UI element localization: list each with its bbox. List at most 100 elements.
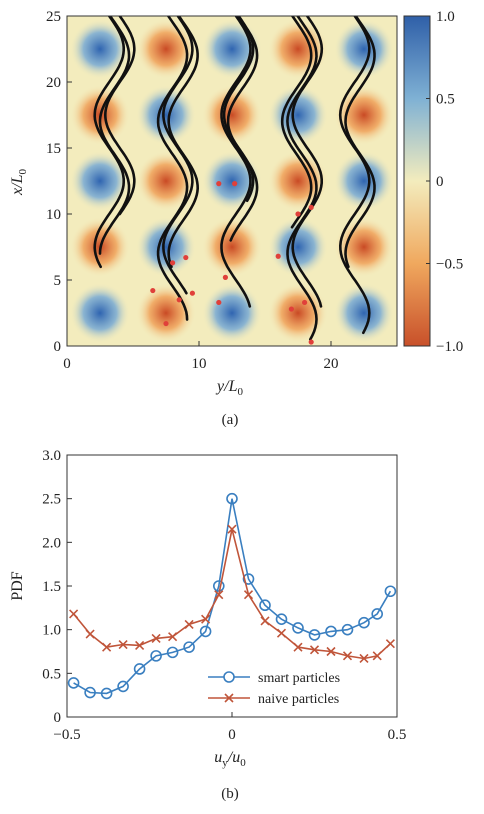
point-naive <box>214 590 224 600</box>
point-naive <box>102 642 112 652</box>
colorbar-tick-label: 0.5 <box>436 92 455 108</box>
trajectory-line <box>338 16 371 335</box>
y-tick-label: 20 <box>46 75 61 91</box>
trajectory-endpoint <box>189 290 195 296</box>
trajectory-line <box>226 16 259 242</box>
point-smart <box>325 625 337 638</box>
vortex-positive <box>136 0 196 13</box>
pdf-x-ticks: −0.5 0 0.5 <box>53 712 406 743</box>
point-smart <box>259 599 271 612</box>
point-smart <box>150 650 162 662</box>
x-tick-label: 10 <box>192 356 207 372</box>
point-smart <box>308 629 321 641</box>
caption-a: (a) <box>222 412 239 428</box>
trajectory-endpoint <box>176 297 182 303</box>
heatmap-frame <box>66 15 398 347</box>
x-tick-label: 0 <box>228 727 236 743</box>
vortex-positive <box>334 19 394 79</box>
legend-box <box>203 664 383 708</box>
panel-a: 0 10 20 0 5 10 15 20 25 y/L0 x/L0 (a) 1.0 0.5 0 −0… <box>9 0 463 428</box>
point-naive <box>326 646 336 657</box>
trajectory-line <box>156 16 189 321</box>
legend-label-naive: naive particles <box>258 692 339 707</box>
vortex-positive <box>268 217 328 277</box>
vortex-positive <box>136 217 196 277</box>
trajectory-endpoint <box>232 181 238 187</box>
point-smart <box>199 625 212 638</box>
point-smart <box>84 686 96 699</box>
y-tick-label: 15 <box>46 141 61 157</box>
point-naive <box>260 616 270 626</box>
vortex-negative <box>70 0 130 13</box>
trajectory-endpoint <box>216 181 222 187</box>
pdf-ylabel: PDF <box>9 571 26 600</box>
vortex-negative <box>202 217 262 277</box>
colorbar <box>403 15 431 347</box>
colorbar-tick-label: 0 <box>436 174 444 190</box>
legend-label-smart: smart particles <box>258 671 340 686</box>
colorbar-tick-label: −0.5 <box>436 257 463 273</box>
heatmap-y-ticks: 0 5 10 15 20 25 <box>46 9 72 355</box>
trajectory-line <box>222 16 255 203</box>
point-naive <box>276 628 287 638</box>
point-smart <box>275 613 288 625</box>
panel-b: −0.5 0 0.5 00.51.01.52.02.53.0 smart parti… <box>9 448 406 802</box>
point-smart <box>242 573 255 585</box>
point-smart <box>183 641 195 653</box>
point-naive <box>201 614 211 624</box>
trajectory-endpoint <box>302 299 308 306</box>
point-smart <box>226 492 238 505</box>
x-tick-label: 0 <box>63 356 71 372</box>
vortex-negative <box>334 0 394 13</box>
y-tick-label: 0 <box>54 339 62 355</box>
pdf-xlabel: uy/u0 <box>214 749 246 769</box>
y-tick-label: 2.0 <box>42 535 61 551</box>
point-naive <box>151 633 161 643</box>
colorbar-ticks: 1.0 0.5 0 −0.5 −1.0 <box>426 9 463 355</box>
trajectory-line <box>286 16 318 341</box>
heatmap-ylabel: x/L0 <box>9 169 29 196</box>
y-tick-label: 1.5 <box>42 579 61 595</box>
vortex-negative <box>268 283 328 343</box>
point-smart <box>292 622 304 634</box>
x-tick-label: −0.5 <box>53 727 80 743</box>
x-tick-label: 20 <box>324 356 339 372</box>
y-tick-label: 10 <box>46 207 61 223</box>
point-naive <box>359 653 369 664</box>
vortex-negative <box>202 0 262 13</box>
y-tick-label: 0.5 <box>42 666 61 682</box>
vortex-positive <box>334 151 394 211</box>
point-smart <box>100 687 113 700</box>
vortex-positive <box>202 283 262 343</box>
trajectory-endpoint <box>288 306 294 312</box>
trajectory-line <box>280 16 313 229</box>
point-naive <box>85 629 95 639</box>
point-smart <box>166 646 179 659</box>
vortex-positive <box>334 283 394 343</box>
trajectory-endpoint <box>222 274 228 280</box>
point-naive <box>118 639 128 650</box>
y-tick-label: 1.0 <box>42 623 61 639</box>
caption-b: (b) <box>221 786 239 802</box>
trajectory-endpoint <box>163 320 169 327</box>
trajectory-endpoint <box>275 253 281 259</box>
y-tick-label: 5 <box>54 273 62 289</box>
point-naive <box>309 645 320 655</box>
point-naive <box>372 651 382 661</box>
heatmap-xlabel: y/L0 <box>215 378 243 398</box>
point-smart <box>371 608 384 620</box>
particle-trajectories <box>93 16 376 345</box>
point-naive <box>168 632 178 642</box>
point-naive <box>342 651 353 661</box>
colorbar-tick-label: 1.0 <box>436 9 455 25</box>
trajectory-endpoint <box>295 211 301 217</box>
point-naive <box>227 524 237 534</box>
legend: smart particles naive particles <box>203 664 383 708</box>
x-tick-label: 0.5 <box>388 727 407 743</box>
pdf-y-ticks: 0 0.5 1.0 1.5 2.0 2.5 3.0 <box>42 448 72 726</box>
vortex-positive <box>70 19 130 79</box>
heatmap-x-ticks: 0 10 20 <box>63 341 339 372</box>
vortex-positive <box>136 85 196 145</box>
vortex-negative <box>268 19 328 79</box>
